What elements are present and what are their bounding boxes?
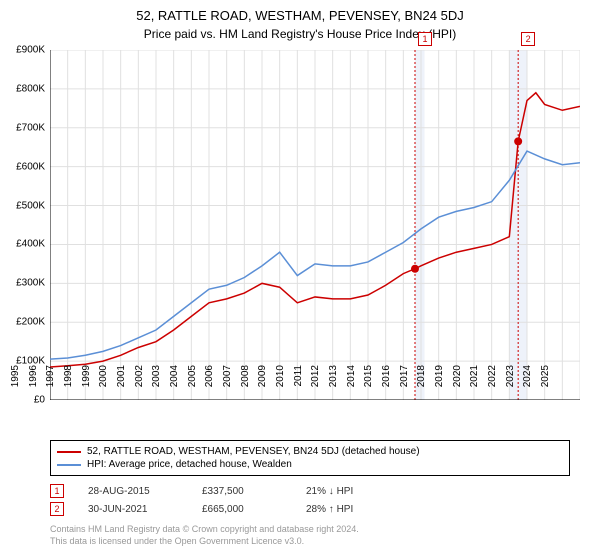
- x-axis-label: 2008: [240, 365, 251, 405]
- chart-subtitle: Price paid vs. HM Land Registry's House …: [0, 23, 600, 41]
- legend-item: 52, RATTLE ROAD, WESTHAM, PEVENSEY, BN24…: [57, 445, 563, 458]
- x-axis-label: 2014: [346, 365, 357, 405]
- transaction-date: 30-JUN-2021: [88, 504, 178, 515]
- x-axis-label: 2013: [328, 365, 339, 405]
- x-axis-label: 2023: [505, 365, 516, 405]
- x-axis-label: 2006: [204, 365, 215, 405]
- chart-plot: [50, 50, 580, 400]
- legend-label: 52, RATTLE ROAD, WESTHAM, PEVENSEY, BN24…: [87, 446, 420, 457]
- x-axis-label: 2022: [487, 365, 498, 405]
- x-axis-label: 1995: [10, 365, 21, 405]
- transaction-delta: 21% ↓ HPI: [306, 486, 353, 497]
- x-axis-label: 2011: [293, 365, 304, 405]
- legend-label: HPI: Average price, detached house, Weal…: [87, 459, 292, 470]
- x-axis-label: 2017: [399, 365, 410, 405]
- x-axis-label: 2021: [469, 365, 480, 405]
- x-axis-label: 2012: [310, 365, 321, 405]
- transaction-marker: 2: [50, 502, 64, 516]
- y-axis-label: £900K: [16, 45, 45, 56]
- transaction-row: 1 28-AUG-2015 £337,500 21% ↓ HPI: [50, 482, 353, 500]
- x-axis-label: 1999: [81, 365, 92, 405]
- transaction-table: 1 28-AUG-2015 £337,500 21% ↓ HPI 2 30-JUN-202…: [50, 482, 353, 518]
- legend-item: HPI: Average price, detached house, Weal…: [57, 458, 563, 471]
- x-axis-label: 2003: [151, 365, 162, 405]
- x-axis-label: 2004: [169, 365, 180, 405]
- transaction-row: 2 30-JUN-2021 £665,000 28% ↑ HPI: [50, 500, 353, 518]
- transaction-delta: 28% ↑ HPI: [306, 504, 353, 515]
- copyright-line: This data is licensed under the Open Gov…: [50, 536, 359, 548]
- x-axis-label: 1996: [28, 365, 39, 405]
- transaction-price: £665,000: [202, 504, 282, 515]
- chart-container: 52, RATTLE ROAD, WESTHAM, PEVENSEY, BN24…: [0, 0, 600, 560]
- transaction-date: 28-AUG-2015: [88, 486, 178, 497]
- x-axis-label: 2016: [381, 365, 392, 405]
- y-axis-label: £400K: [16, 239, 45, 250]
- legend-swatch: [57, 464, 81, 466]
- x-axis-label: 2001: [116, 365, 127, 405]
- chart-area: £0£100K£200K£300K£400K£500K£600K£700K£80…: [50, 50, 580, 400]
- chart-title: 52, RATTLE ROAD, WESTHAM, PEVENSEY, BN24…: [0, 0, 600, 23]
- x-axis-label: 2024: [522, 365, 533, 405]
- x-axis-label: 2018: [416, 365, 427, 405]
- y-axis-label: £600K: [16, 161, 45, 172]
- x-axis-label: 2007: [222, 365, 233, 405]
- copyright-line: Contains HM Land Registry data © Crown c…: [50, 524, 359, 536]
- x-axis-label: 2020: [452, 365, 463, 405]
- transaction-price: £337,500: [202, 486, 282, 497]
- x-axis-label: 2002: [134, 365, 145, 405]
- y-axis-label: £800K: [16, 83, 45, 94]
- y-axis-label: £500K: [16, 200, 45, 211]
- sale-marker: 1: [418, 32, 432, 46]
- x-axis-label: 2025: [540, 365, 551, 405]
- x-axis-label: 2005: [187, 365, 198, 405]
- y-axis-label: £300K: [16, 278, 45, 289]
- x-axis-label: 2010: [275, 365, 286, 405]
- y-axis-label: £200K: [16, 317, 45, 328]
- legend: 52, RATTLE ROAD, WESTHAM, PEVENSEY, BN24…: [50, 440, 570, 476]
- legend-swatch: [57, 451, 81, 453]
- x-axis-label: 2009: [257, 365, 268, 405]
- x-axis-label: 2000: [98, 365, 109, 405]
- x-axis-label: 1998: [63, 365, 74, 405]
- x-axis-label: 1997: [45, 365, 56, 405]
- x-axis-label: 2015: [363, 365, 374, 405]
- y-axis-label: £700K: [16, 122, 45, 133]
- x-axis-label: 2019: [434, 365, 445, 405]
- sale-marker: 2: [521, 32, 535, 46]
- transaction-marker: 1: [50, 484, 64, 498]
- copyright-notice: Contains HM Land Registry data © Crown c…: [50, 524, 359, 547]
